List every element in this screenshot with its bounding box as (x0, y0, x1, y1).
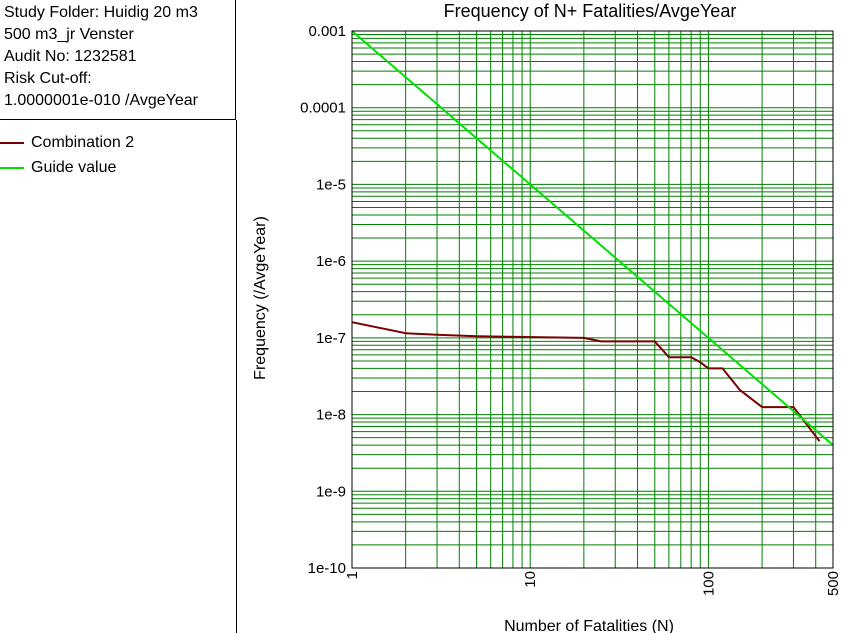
plot-frame (351, 30, 834, 569)
legend-swatch-combination-2 (0, 142, 24, 144)
y-axis-title: Frequency (/AvgeYear) (252, 216, 269, 380)
study-folder-line-1: Study Folder: Huidig 20 m3 (4, 4, 198, 21)
series-lines (351, 30, 834, 446)
x-tick-label: 10 (522, 571, 539, 588)
legend-item-guide-value: Guide value (0, 156, 236, 181)
x-axis-title: Number of Fatalities (N) (504, 618, 674, 633)
legend-item-combination-2: Combination 2 (0, 131, 236, 156)
legend-label-guide-value: Guide value (31, 159, 117, 176)
y-tick-label: 1e-10 (308, 560, 346, 577)
risk-cutoff-value: 1.0000001e-010 /AvgeYear (4, 92, 198, 109)
y-tick-label: 0.001 (308, 23, 346, 40)
audit-number: Audit No: 1232581 (4, 48, 137, 65)
chart-legend: Combination 2 Guide value (0, 131, 236, 181)
y-tick-label: 1e-6 (316, 253, 346, 270)
y-tick-label: 0.0001 (300, 100, 346, 117)
legend-label-combination-2: Combination 2 (31, 134, 135, 151)
panel-divider (236, 120, 237, 633)
y-tick-label: 1e-8 (316, 407, 346, 424)
study-info-panel: Study Folder: Huidig 20 m3 500 m3_jr Ven… (0, 0, 236, 120)
series-line-combination-2 (351, 321, 821, 442)
y-tick-label: 1e-9 (316, 483, 346, 500)
risk-cutoff-label: Risk Cut-off: (4, 70, 92, 87)
y-tick-label: 1e-5 (316, 176, 346, 193)
chart-title: Frequency of N+ Fatalities/AvgeYear (444, 1, 737, 21)
study-folder-line-2: 500 m3_jr Venster (4, 26, 134, 43)
series-line-guide-value (351, 30, 834, 446)
tick-labels: 0.001 0.0001 1e-5 1e-6 1e-7 1e-8 1e-9 1e-101 10 1… (300, 23, 842, 596)
legend-swatch-guide-value (0, 167, 24, 169)
x-tick-label: 1 (344, 571, 361, 579)
y-tick-label: 1e-7 (316, 330, 346, 347)
x-tick-label: 500 (825, 571, 842, 596)
grid-lines (351, 30, 834, 569)
x-tick-label: 100 (700, 571, 717, 596)
